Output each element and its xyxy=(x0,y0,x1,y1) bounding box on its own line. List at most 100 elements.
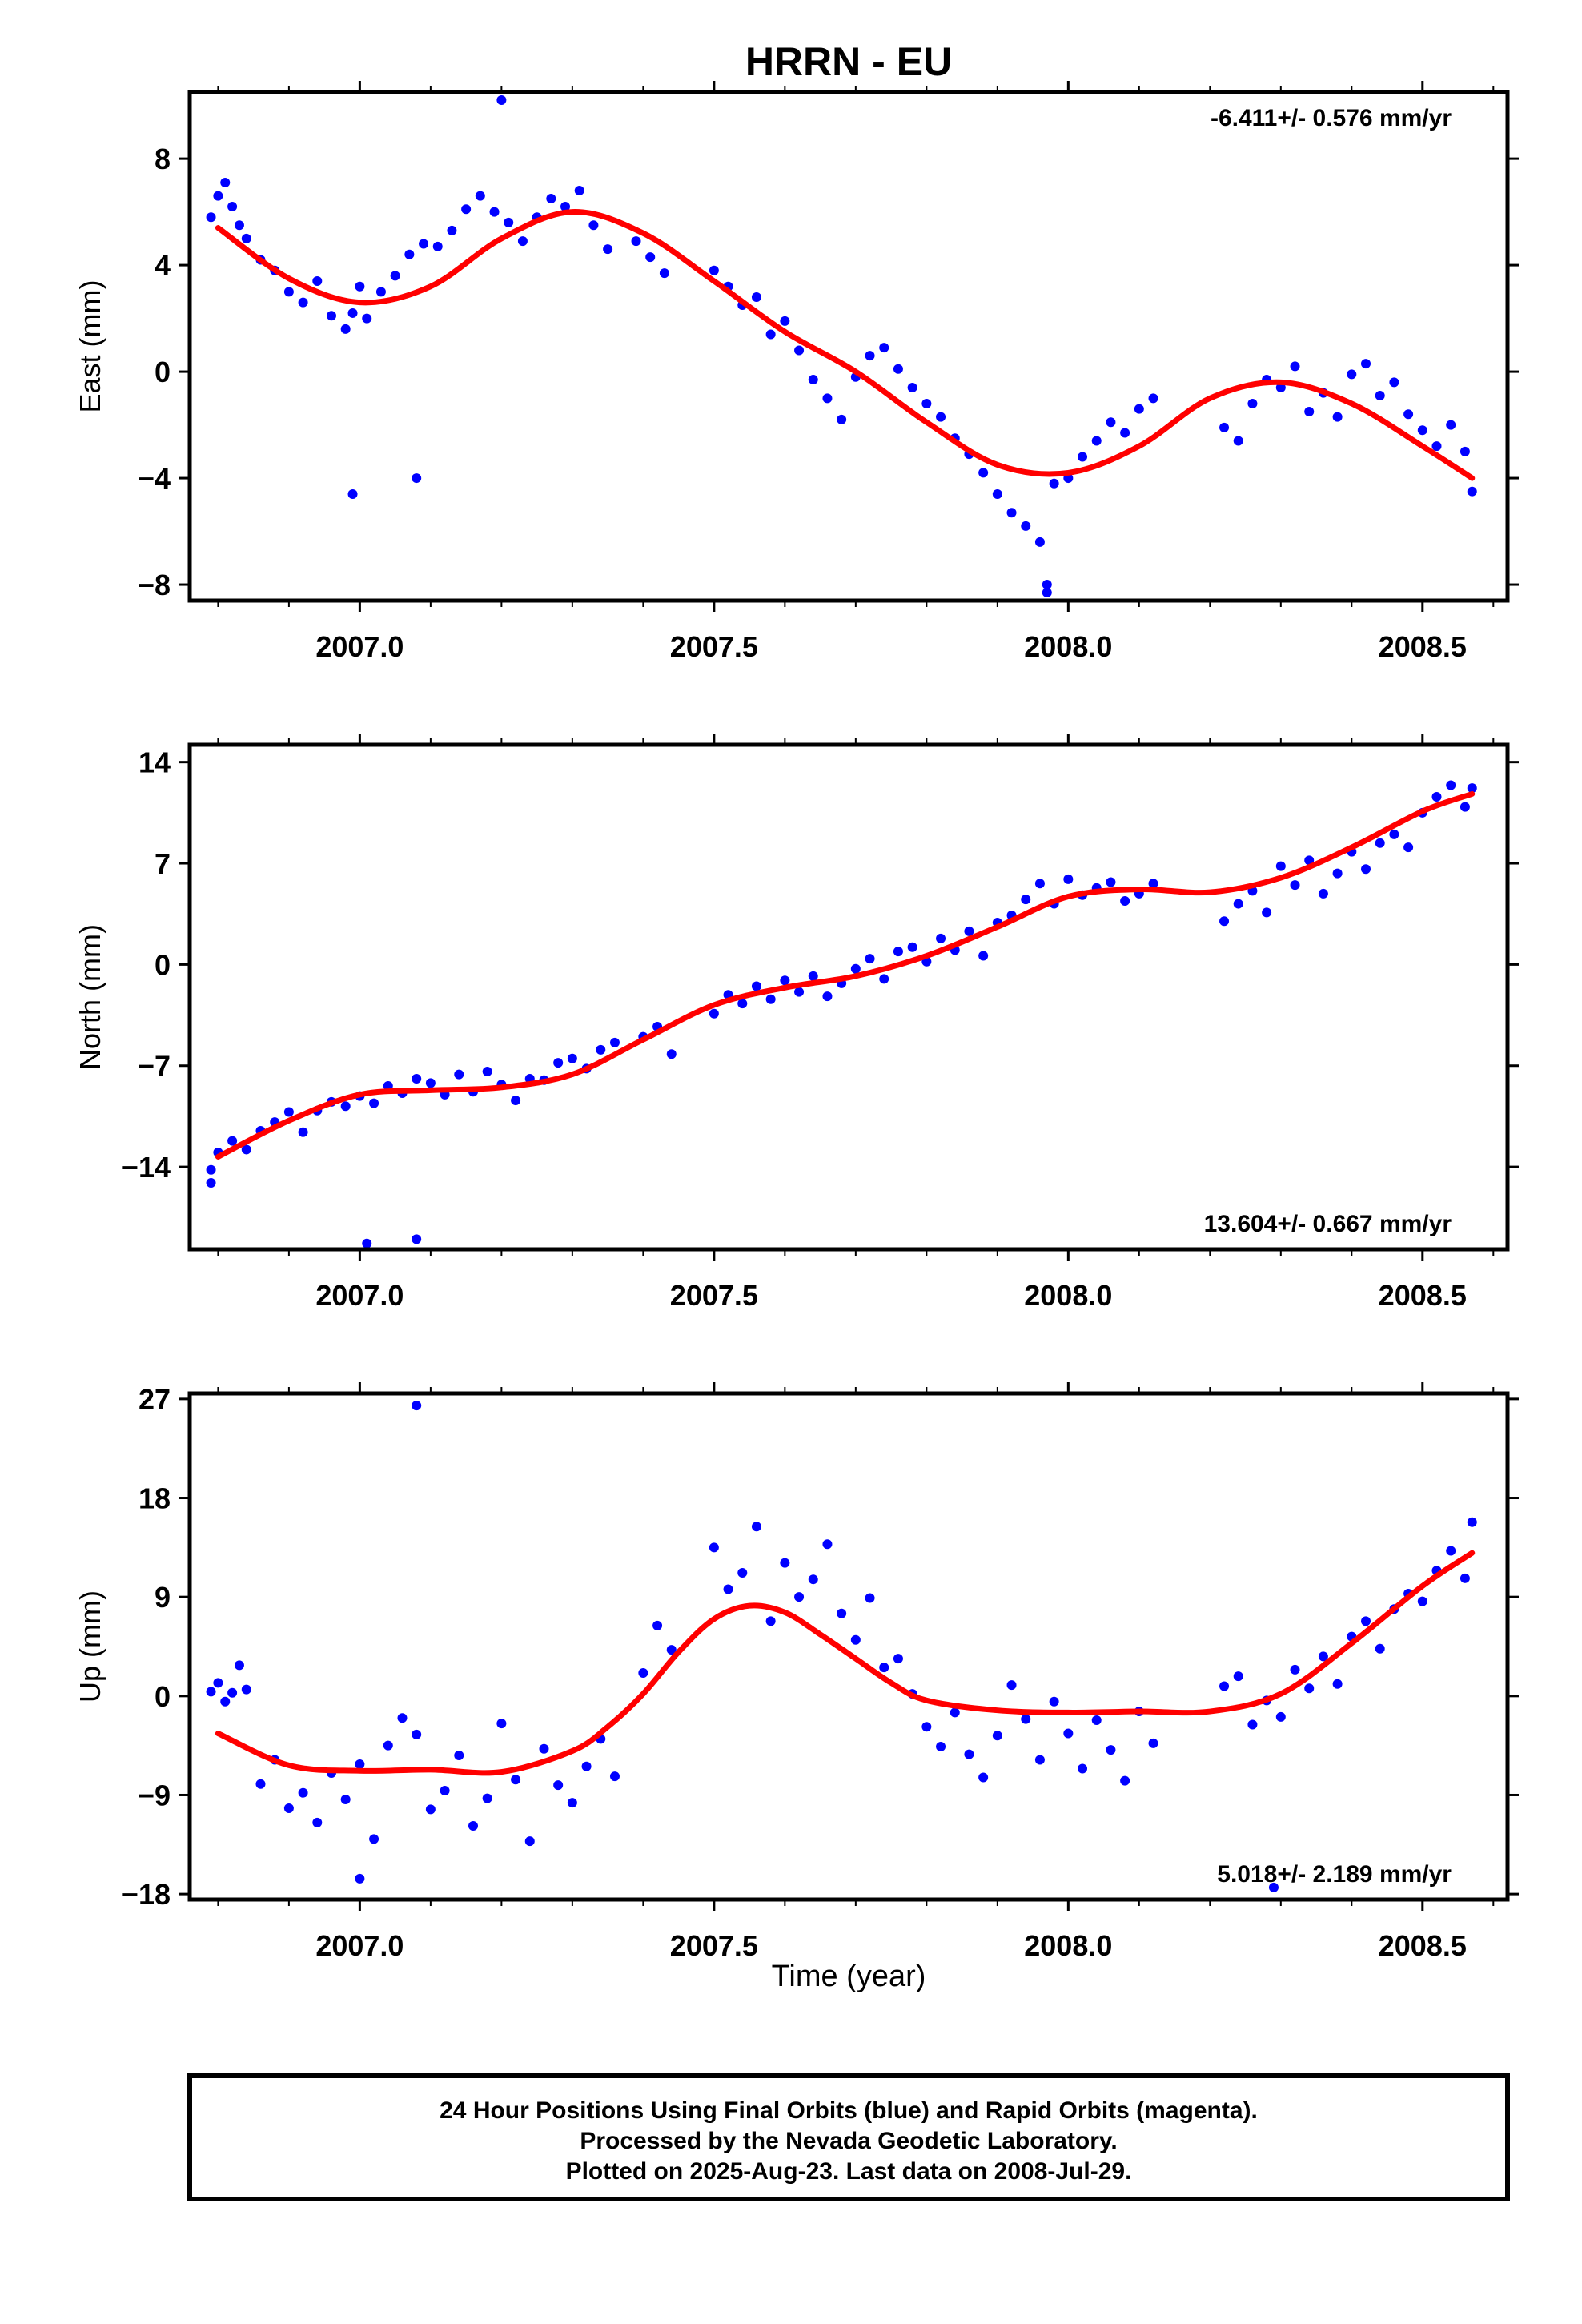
y-tick-label: 0 xyxy=(155,356,171,388)
data-point xyxy=(1290,880,1300,891)
data-point xyxy=(574,186,584,196)
y-tick-label: 18 xyxy=(139,1482,171,1515)
data-point xyxy=(362,313,372,324)
data-point xyxy=(468,1820,478,1831)
data-point xyxy=(1120,428,1130,438)
data-point xyxy=(412,1401,422,1411)
y-axis-label: East (mm) xyxy=(74,280,106,413)
data-point xyxy=(850,1634,861,1645)
data-point xyxy=(340,1794,351,1804)
data-point xyxy=(978,468,989,478)
data-point xyxy=(1233,899,1243,909)
data-point xyxy=(454,1069,464,1080)
data-point xyxy=(865,1593,875,1603)
data-point xyxy=(865,351,875,361)
data-point xyxy=(1417,1596,1427,1606)
panel-east: −8 −4 0 4 8 2007.0 2007.5 2008.0 2008.5 East (mm)… xyxy=(74,81,1519,663)
data-point xyxy=(1467,1517,1477,1527)
data-point xyxy=(666,1049,677,1059)
data-point xyxy=(496,1719,507,1729)
data-point xyxy=(936,412,946,422)
data-point xyxy=(978,951,989,961)
data-point xyxy=(808,1574,818,1585)
data-point xyxy=(950,1707,960,1718)
data-point xyxy=(652,1620,663,1630)
data-point xyxy=(1446,1546,1456,1556)
data-point xyxy=(206,212,216,223)
panels-container: −8 −4 0 4 8 2007.0 2007.5 2008.0 2008.5 East (mm)… xyxy=(74,81,1519,1962)
data-point xyxy=(340,324,351,334)
footer-line-1: 24 Hour Positions Using Final Orbits (bl… xyxy=(440,2097,1258,2124)
data-point xyxy=(447,225,457,235)
data-point xyxy=(1332,412,1343,422)
data-point xyxy=(546,193,556,203)
data-point xyxy=(1078,1763,1088,1774)
y-tick-label: 9 xyxy=(155,1581,171,1614)
data-point xyxy=(907,383,917,393)
data-point xyxy=(588,220,599,231)
data-point xyxy=(1332,868,1343,879)
data-point xyxy=(369,1834,379,1844)
data-point xyxy=(440,1785,450,1795)
x-tick-label: 2007.5 xyxy=(670,1279,758,1312)
data-point xyxy=(1417,425,1427,436)
data-point xyxy=(461,204,472,215)
data-point xyxy=(822,393,833,404)
y-tick-label: −18 xyxy=(122,1878,171,1911)
data-point xyxy=(992,1731,1002,1741)
data-point xyxy=(326,311,336,321)
data-point xyxy=(1034,537,1045,547)
data-point xyxy=(893,947,903,957)
data-point xyxy=(560,201,571,211)
data-point xyxy=(645,252,656,263)
y-tick-label: 0 xyxy=(155,1680,171,1713)
data-point xyxy=(659,268,669,279)
data-point xyxy=(765,1616,776,1626)
data-point xyxy=(227,1136,238,1146)
data-point xyxy=(1247,398,1258,408)
data-point xyxy=(475,191,485,201)
data-point xyxy=(822,1539,833,1550)
data-point xyxy=(936,1742,946,1752)
x-tick-label: 2008.0 xyxy=(1024,630,1112,663)
data-point xyxy=(609,1037,620,1047)
data-point xyxy=(1120,895,1130,906)
data-point xyxy=(517,236,528,247)
data-point xyxy=(1460,1573,1470,1583)
data-point xyxy=(1219,422,1230,432)
data-point xyxy=(964,1749,974,1759)
data-point xyxy=(1021,521,1031,531)
data-point xyxy=(780,1558,790,1568)
data-point xyxy=(524,1836,535,1847)
data-point xyxy=(404,249,415,259)
data-point xyxy=(794,345,805,356)
data-point xyxy=(1403,842,1414,853)
data-point xyxy=(1431,441,1442,452)
data-point xyxy=(1431,791,1442,802)
data-point xyxy=(1403,409,1414,420)
data-point xyxy=(1006,508,1017,518)
data-point xyxy=(596,1044,606,1055)
data-point xyxy=(609,1771,620,1782)
y-tick-label: −8 xyxy=(138,569,171,601)
y-axis-label: Up (mm) xyxy=(74,1590,106,1703)
data-point xyxy=(1247,1719,1258,1730)
data-point xyxy=(213,191,223,201)
data-point xyxy=(1361,1616,1371,1626)
data-point xyxy=(496,94,507,105)
y-tick-label: −9 xyxy=(138,1779,171,1811)
x-tick-label: 2007.0 xyxy=(315,630,404,663)
data-point xyxy=(553,1058,564,1068)
rate-annotation: 13.604+/- 0.667 mm/yr xyxy=(1204,1211,1452,1237)
data-point xyxy=(780,316,790,326)
data-point xyxy=(1460,446,1470,456)
data-point xyxy=(879,974,889,984)
data-point xyxy=(1275,861,1286,871)
data-point xyxy=(709,265,719,275)
footer-line-3: Plotted on 2025-Aug-23. Last data on 200… xyxy=(566,2158,1132,2185)
data-point xyxy=(837,1608,847,1618)
data-point xyxy=(511,1096,521,1106)
data-point xyxy=(1120,1775,1130,1786)
data-point xyxy=(1375,391,1385,401)
data-point xyxy=(1375,838,1385,848)
